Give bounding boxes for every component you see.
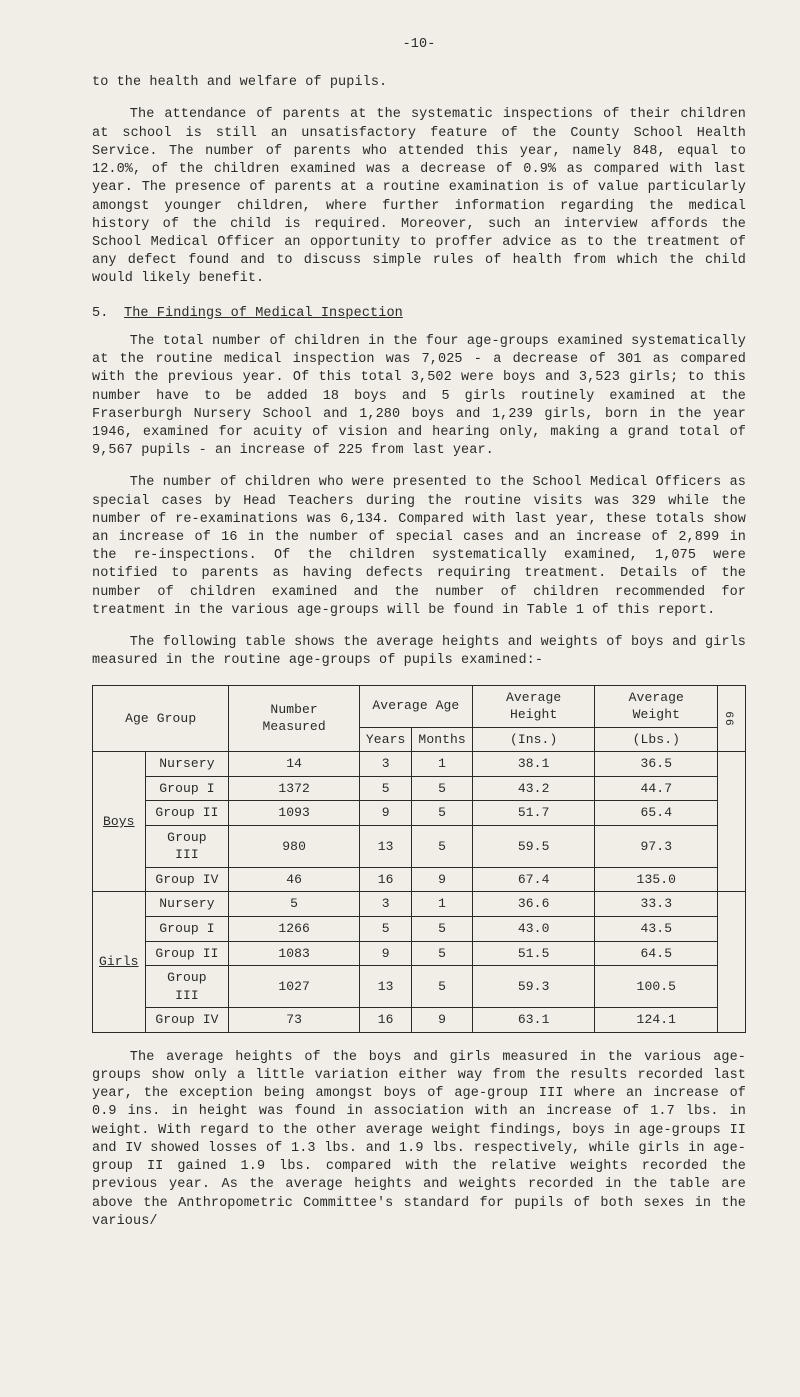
heights-weights-table: Age Group Number Measured Average Age Av… [92, 685, 746, 1033]
cell-height: 67.4 [472, 867, 595, 892]
cell-number: 1266 [229, 917, 360, 942]
table-row: Group IV 73 16 9 63.1 124.1 [93, 1008, 746, 1033]
group-name: Group I [145, 917, 229, 942]
col-avg-age: Average Age [359, 685, 472, 727]
group-name: Group II [145, 801, 229, 826]
cell-years: 9 [359, 801, 412, 826]
table-row: Girls Nursery 5 3 1 36.6 33.3 [93, 892, 746, 917]
paragraph-special-cases: The number of children who were presente… [92, 474, 746, 620]
cell-years: 5 [359, 776, 412, 801]
cell-number: 5 [229, 892, 360, 917]
cell-height: 43.0 [472, 917, 595, 942]
table-header-row-1: Age Group Number Measured Average Age Av… [93, 685, 746, 727]
col-number-measured: Number Measured [229, 685, 360, 752]
cell-weight: 135.0 [595, 867, 718, 892]
cell-height: 51.7 [472, 801, 595, 826]
cell-years: 16 [359, 867, 412, 892]
cell-months: 9 [412, 1008, 472, 1033]
paragraph-table-intro: The following table shows the average he… [92, 634, 746, 670]
table-row: Group III 1027 13 5 59.3 100.5 [93, 966, 746, 1008]
cell-years: 13 [359, 825, 412, 867]
col-avg-height: Average Height [472, 685, 595, 727]
cell-weight: 43.5 [595, 917, 718, 942]
table-row: Group IV 46 16 9 67.4 135.0 [93, 867, 746, 892]
col-ins: (Ins.) [472, 727, 595, 752]
group-name: Group IV [145, 867, 229, 892]
cell-height: 43.2 [472, 776, 595, 801]
table-row: Group III 980 13 5 59.5 97.3 [93, 825, 746, 867]
cell-number: 1372 [229, 776, 360, 801]
cell-years: 3 [359, 892, 412, 917]
paragraph-attendance: The attendance of parents at the systema… [92, 106, 746, 288]
cell-weight: 33.3 [595, 892, 718, 917]
cell-months: 5 [412, 966, 472, 1008]
group-name: Group II [145, 941, 229, 966]
cell-weight: 64.5 [595, 941, 718, 966]
cell-number: 1083 [229, 941, 360, 966]
col-lbs: (Lbs.) [595, 727, 718, 752]
col-avg-weight: Average Weight [595, 685, 718, 727]
group-name: Group I [145, 776, 229, 801]
col-side-99: 99 [718, 685, 746, 752]
cell-height: 38.1 [472, 752, 595, 777]
table-row: Group II 1083 9 5 51.5 64.5 [93, 941, 746, 966]
cell-side-blank [718, 892, 746, 1032]
cell-height: 59.5 [472, 825, 595, 867]
paragraph-averages-discussion: The average heights of the boys and girl… [92, 1049, 746, 1231]
row-label-girls: Girls [93, 892, 146, 1032]
table-section-girls: Girls Nursery 5 3 1 36.6 33.3 Group I 12… [93, 892, 746, 1032]
group-name: Group III [145, 966, 229, 1008]
row-label-boys: Boys [93, 752, 146, 892]
cell-number: 14 [229, 752, 360, 777]
page: -10- to the health and welfare of pupils… [0, 0, 800, 1397]
cell-months: 5 [412, 776, 472, 801]
cell-years: 3 [359, 752, 412, 777]
cell-number: 46 [229, 867, 360, 892]
group-name: Nursery [145, 892, 229, 917]
cell-months: 5 [412, 801, 472, 826]
cell-weight: 44.7 [595, 776, 718, 801]
table-section-boys: Boys Nursery 14 3 1 38.1 36.5 Group I 13… [93, 752, 746, 892]
cell-years: 5 [359, 917, 412, 942]
col-months: Months [412, 727, 472, 752]
paragraph-totals: The total number of children in the four… [92, 333, 746, 461]
cell-months: 1 [412, 752, 472, 777]
cell-weight: 65.4 [595, 801, 718, 826]
cell-height: 59.3 [472, 966, 595, 1008]
cell-months: 5 [412, 941, 472, 966]
cell-years: 16 [359, 1008, 412, 1033]
group-name: Group III [145, 825, 229, 867]
cell-height: 36.6 [472, 892, 595, 917]
cell-side-blank [718, 752, 746, 892]
cell-weight: 124.1 [595, 1008, 718, 1033]
section-number: 5. [92, 305, 110, 323]
col-age-group: Age Group [93, 685, 229, 752]
cell-months: 5 [412, 825, 472, 867]
table-row: Group II 1093 9 5 51.7 65.4 [93, 801, 746, 826]
cell-years: 9 [359, 941, 412, 966]
cell-number: 1027 [229, 966, 360, 1008]
cell-years: 13 [359, 966, 412, 1008]
table-row: Group I 1266 5 5 43.0 43.5 [93, 917, 746, 942]
table-row: Group I 1372 5 5 43.2 44.7 [93, 776, 746, 801]
cell-number: 73 [229, 1008, 360, 1033]
cell-months: 1 [412, 892, 472, 917]
cell-height: 51.5 [472, 941, 595, 966]
cell-number: 1093 [229, 801, 360, 826]
group-name: Nursery [145, 752, 229, 777]
page-number: -10- [92, 36, 746, 54]
cell-height: 63.1 [472, 1008, 595, 1033]
cell-weight: 97.3 [595, 825, 718, 867]
cell-weight: 36.5 [595, 752, 718, 777]
group-name: Group IV [145, 1008, 229, 1033]
table-row: Boys Nursery 14 3 1 38.1 36.5 [93, 752, 746, 777]
col-years: Years [359, 727, 412, 752]
section-heading-row: 5. The Findings of Medical Inspection [92, 305, 746, 323]
paragraph-continuation: to the health and welfare of pupils. [92, 74, 746, 92]
cell-months: 9 [412, 867, 472, 892]
cell-weight: 100.5 [595, 966, 718, 1008]
cell-months: 5 [412, 917, 472, 942]
cell-number: 980 [229, 825, 360, 867]
section-title: The Findings of Medical Inspection [124, 305, 403, 323]
